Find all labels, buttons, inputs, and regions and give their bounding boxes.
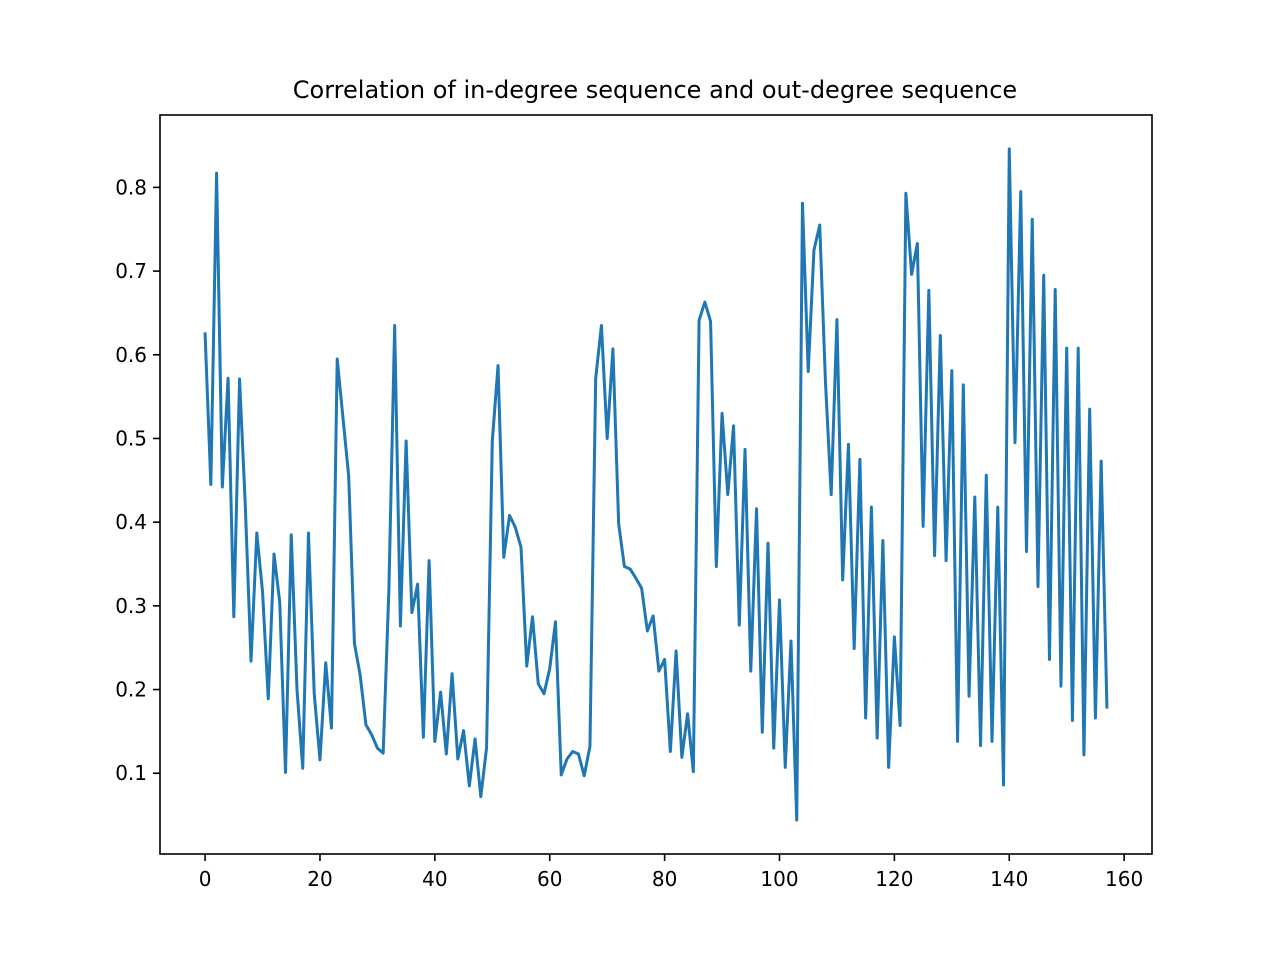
x-tick-label: 100 [760, 867, 798, 891]
series-line-correlation [203, 147, 1109, 822]
y-tick-label: 0.1 [115, 761, 147, 785]
y-tick-label: 0.3 [115, 594, 147, 618]
x-tick-label: 40 [422, 867, 447, 891]
x-axis: 0 20 40 60 80 100 120 140 160 [199, 854, 1143, 891]
x-tick-label: 20 [307, 867, 332, 891]
y-tick-label: 0.5 [115, 426, 147, 450]
axes-frame [159, 114, 1153, 855]
x-tick-label: 120 [875, 867, 913, 891]
y-tick-label: 0.8 [115, 175, 147, 199]
x-tick-label: 160 [1105, 867, 1143, 891]
x-tick-label: 80 [652, 867, 677, 891]
y-tick-label: 0.4 [115, 510, 147, 534]
chart-title: Correlation of in-degree sequence and ou… [293, 76, 1017, 104]
y-tick-label: 0.2 [115, 678, 147, 702]
x-tick-label: 140 [990, 867, 1028, 891]
x-tick-label: 60 [537, 867, 562, 891]
x-tick-label: 0 [199, 867, 212, 891]
plot-area [203, 147, 1109, 822]
y-axis: 0.1 0.2 0.3 0.4 0.5 0.6 0.7 0.8 [115, 175, 160, 785]
y-tick-label: 0.7 [115, 259, 147, 283]
y-tick-label: 0.6 [115, 343, 147, 367]
